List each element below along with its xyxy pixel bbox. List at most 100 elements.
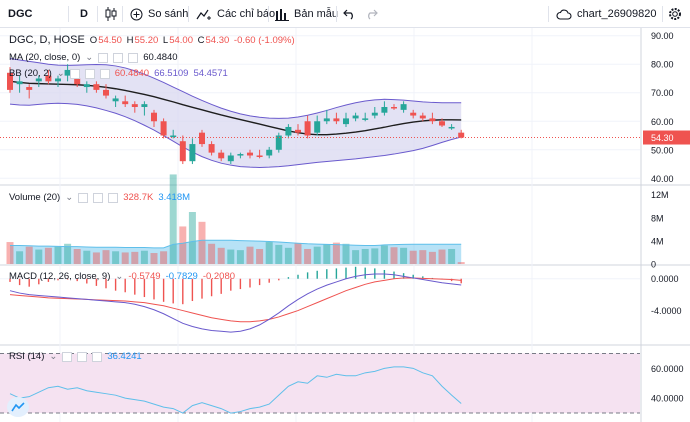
- settings-icon: [77, 351, 88, 362]
- candles-icon[interactable]: [104, 0, 118, 28]
- price-axis: 90.00 80.00 70.00 60.00 50.00 40.00 54.30 12M 8M…: [643, 31, 690, 404]
- volume-bar: [92, 252, 100, 264]
- candle-body: [55, 78, 61, 82]
- volume-bar: [428, 251, 436, 264]
- candle-body: [362, 118, 369, 120]
- candle-body: [179, 141, 186, 162]
- volume-legend[interactable]: Volume (20) ⌄ 328.7K 3.418M: [9, 192, 191, 203]
- volume-bar: [448, 248, 456, 264]
- volume-bar: [64, 243, 72, 264]
- candle-body: [391, 107, 397, 109]
- interval-button[interactable]: D: [80, 0, 88, 28]
- plus-circle-icon: [130, 8, 143, 21]
- eye-icon: [69, 68, 80, 79]
- volume-tick: 8M: [651, 213, 664, 223]
- main-legend: DGC, D, HOSE O 54.50 H 55.20 L 54.00 C 54.30…: [9, 34, 295, 46]
- candle-body: [295, 129, 301, 133]
- volume-bar: [150, 253, 158, 264]
- macd-value: -0.7829: [165, 271, 198, 282]
- volume-bar: [275, 244, 283, 264]
- macd-signal-value: -0.2080: [202, 271, 236, 282]
- volume-bar: [140, 250, 148, 264]
- macd-tick: -4.0000: [651, 306, 682, 316]
- macd-legend[interactable]: MACD (12, 26, close, 9) ⌄ -0.5749 -0.7829…: [9, 271, 236, 282]
- candle-body: [26, 87, 33, 90]
- volume-bar: [25, 246, 33, 264]
- bb-lower-value: 54.4571: [193, 68, 228, 79]
- chart-name-label: chart_26909820: [577, 8, 657, 20]
- volume-ma-value: 3.418M: [158, 192, 191, 203]
- interval-label: D: [80, 8, 88, 20]
- candle-body: [64, 69, 71, 76]
- candle-body: [285, 126, 292, 136]
- candle-body: [304, 121, 311, 136]
- volume-bar: [342, 243, 350, 264]
- gear-icon[interactable]: [668, 0, 682, 28]
- volume-bar: [198, 221, 206, 264]
- candle-body: [7, 72, 13, 90]
- eye-icon: [98, 52, 109, 63]
- eye-icon: [62, 351, 73, 362]
- candle-body: [151, 112, 157, 122]
- indicators-button[interactable]: Các chỉ báo: [196, 0, 275, 28]
- ma-name: MA (20, close, 0): [9, 52, 81, 63]
- candle-body: [448, 126, 455, 129]
- price-tick: 70.00: [651, 88, 674, 98]
- macd-signal-line: [9, 277, 462, 323]
- rsi-legend[interactable]: RSI (14) ⌄ 36.4241: [9, 351, 142, 362]
- bb-legend[interactable]: BB (20, 2) ⌄ 60.4840 66.5109 54.4571: [9, 68, 228, 79]
- candle-body: [131, 104, 138, 107]
- symbol-label: DGC: [8, 8, 33, 20]
- candle-body: [439, 121, 445, 126]
- volume-pane: [6, 174, 465, 264]
- volume-bar: [332, 242, 340, 264]
- candle-body: [410, 112, 417, 116]
- volume-bar: [457, 262, 465, 264]
- price-tick: 50.00: [651, 145, 674, 155]
- volume-bar: [304, 248, 312, 264]
- chart-name-button[interactable]: chart_26909820: [556, 0, 657, 28]
- volume-bar: [400, 247, 408, 264]
- volume-value: 328.7K: [123, 192, 154, 203]
- candle-body: [343, 118, 349, 125]
- candle-body: [74, 78, 81, 85]
- close-icon: [99, 68, 110, 79]
- volume-bar: [208, 243, 216, 264]
- bb-upper-value: 66.5109: [154, 68, 189, 79]
- tradingview-logo-icon[interactable]: [7, 397, 29, 417]
- volume-bar: [83, 250, 91, 264]
- redo-icon[interactable]: [365, 0, 378, 28]
- candle-body: [400, 104, 407, 110]
- volume-bar: [131, 251, 139, 264]
- change-value: -0.60 (-1.09%): [233, 34, 295, 46]
- volume-bar: [236, 250, 244, 264]
- candle-body: [141, 104, 148, 107]
- candle-body: [208, 144, 215, 153]
- volume-bar: [35, 249, 43, 264]
- candle-body: [266, 149, 273, 156]
- volume-bar: [169, 174, 177, 264]
- candle-body: [227, 155, 234, 162]
- volume-bar: [217, 247, 225, 264]
- ma-legend[interactable]: MA (20, close, 0) ⌄ 60.4840: [9, 52, 178, 63]
- undo-icon[interactable]: [343, 0, 356, 28]
- price-tick: 40.00: [651, 174, 674, 184]
- volume-bar: [160, 251, 168, 264]
- template-button[interactable]: Bản mẫu: [275, 0, 338, 28]
- compare-button[interactable]: So sánh: [130, 0, 188, 28]
- ma-value: 60.4840: [143, 52, 178, 63]
- volume-bar: [294, 243, 302, 264]
- chart-area[interactable]: 90.00 80.00 70.00 60.00 50.00 40.00 54.30 12M 8M…: [0, 28, 690, 422]
- candle-body: [371, 112, 378, 116]
- macd-tick: 0.0000: [651, 274, 679, 284]
- rsi-tick: 40.0000: [651, 394, 684, 404]
- volume-bar: [246, 246, 254, 264]
- close-icon: [92, 351, 103, 362]
- volume-bar: [419, 250, 427, 264]
- rsi-line: [9, 366, 462, 414]
- symbol-button[interactable]: DGC: [8, 0, 32, 28]
- indicators-icon: [196, 8, 212, 21]
- ohlc-values: O 54.50 H 55.20 L 54.00 C 54.30 -0.60 (-1.09…: [89, 34, 295, 46]
- candle-body: [199, 132, 205, 145]
- candle-body: [314, 121, 321, 133]
